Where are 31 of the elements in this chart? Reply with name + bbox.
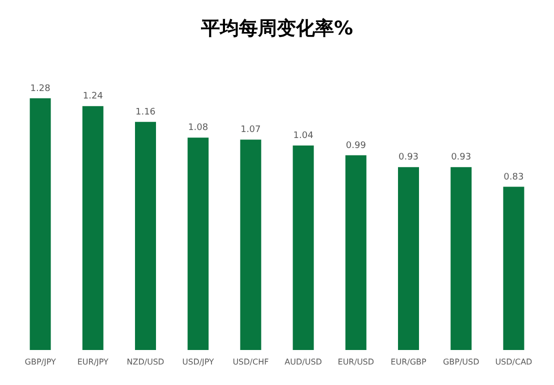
x-tick-label: GBP/USD bbox=[442, 358, 480, 366]
x-tick-label: GBP/JPY bbox=[24, 358, 56, 366]
chart-title: 平均每周变化率% bbox=[200, 18, 354, 40]
bar bbox=[292, 145, 314, 350]
bar bbox=[188, 138, 209, 350]
bar bbox=[30, 98, 51, 350]
bar bbox=[450, 167, 472, 350]
data-label: 0.93 bbox=[451, 152, 472, 163]
bar bbox=[398, 167, 419, 350]
data-label: 1.24 bbox=[82, 92, 104, 102]
data-label: 1.08 bbox=[188, 123, 208, 134]
x-tick-label: EUR/USD bbox=[338, 358, 374, 366]
bar bbox=[503, 186, 524, 350]
data-label: 1.16 bbox=[135, 107, 156, 118]
x-tick-label: USD/JPY bbox=[182, 358, 214, 366]
bar bbox=[240, 140, 262, 350]
x-tick-label: EUR/GBP bbox=[390, 358, 427, 366]
data-label: 0.93 bbox=[398, 152, 419, 163]
x-tick-label: EUR/JPY bbox=[77, 358, 109, 366]
bar bbox=[82, 106, 104, 350]
data-label: 1.28 bbox=[30, 84, 51, 94]
bar bbox=[345, 155, 366, 350]
data-label: 1.07 bbox=[240, 125, 261, 136]
data-label: 1.04 bbox=[293, 130, 314, 141]
bar bbox=[135, 122, 156, 350]
x-tick-label: AUD/USD bbox=[284, 358, 322, 366]
x-tick-label: USD/CAD bbox=[495, 358, 532, 366]
x-tick-label: USD/CHF bbox=[232, 358, 270, 366]
data-label: 0.83 bbox=[504, 172, 524, 182]
x-tick-label: NZD/USD bbox=[126, 358, 164, 366]
data-label: 0.99 bbox=[346, 140, 366, 151]
